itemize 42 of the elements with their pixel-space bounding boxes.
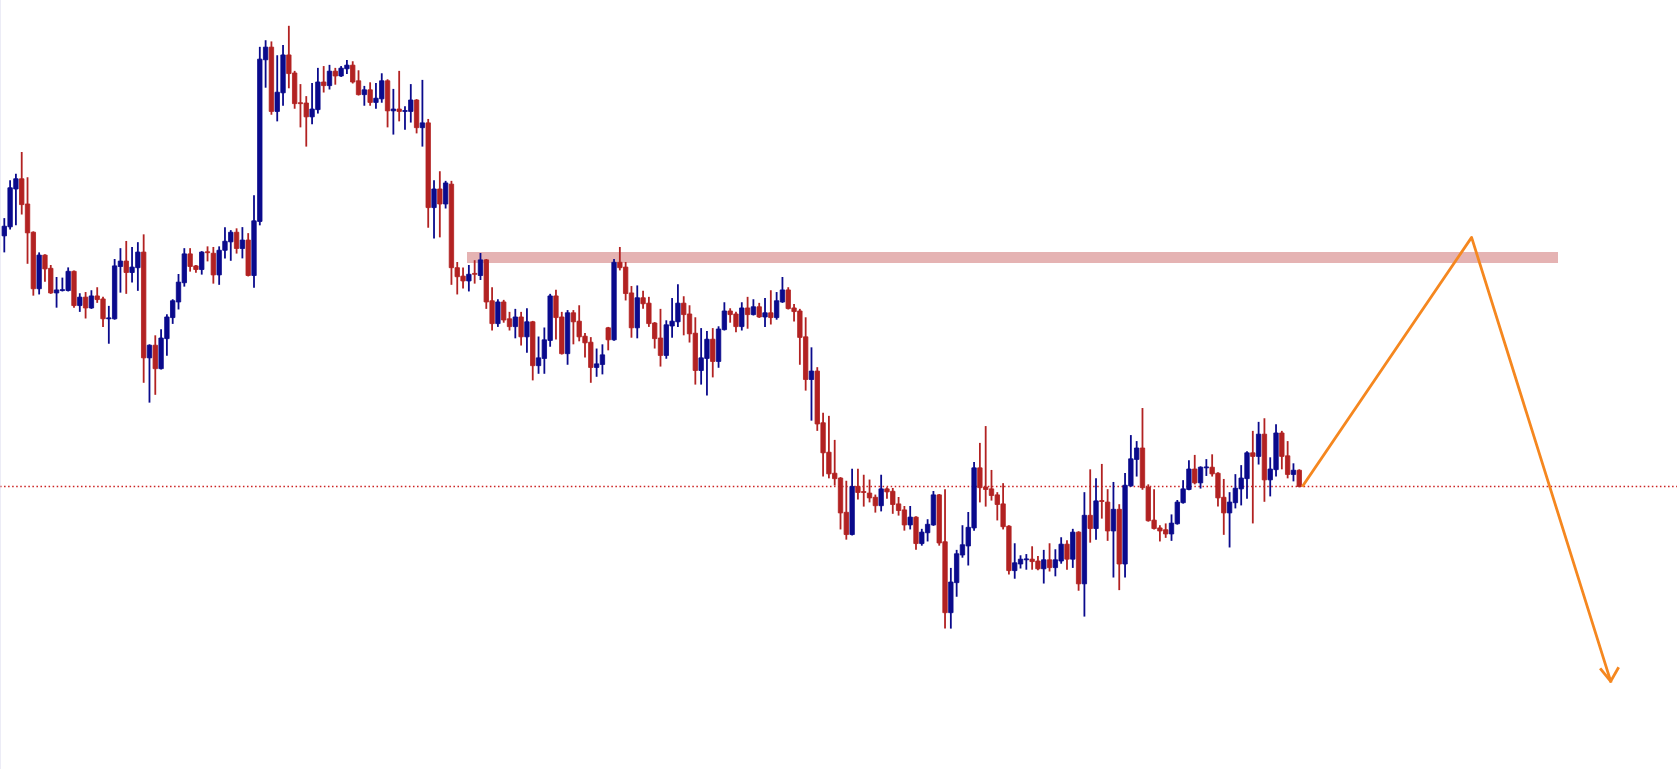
candlestick [437, 171, 443, 238]
candlestick [605, 326, 611, 351]
candlestick [1255, 421, 1262, 465]
candlestick [1046, 543, 1053, 572]
candlestick [390, 88, 396, 135]
candlestick [210, 246, 216, 284]
candlestick [744, 296, 751, 329]
candlestick [361, 85, 367, 106]
candlestick [762, 298, 768, 327]
candlestick [152, 335, 158, 395]
candlestick [512, 308, 518, 339]
candlestick [443, 180, 449, 209]
candlestick [419, 79, 426, 147]
candlestick [710, 328, 716, 378]
candlestick [1064, 540, 1070, 570]
candlestick [495, 299, 501, 327]
candlestick [477, 252, 484, 281]
candlestick [472, 260, 478, 284]
candlestick [466, 264, 472, 292]
candlestick [326, 64, 333, 90]
candlestick [367, 82, 373, 106]
candlestick [123, 240, 129, 294]
candlestick [239, 227, 246, 259]
candlestick [1192, 454, 1198, 485]
candlestick [808, 347, 815, 421]
candlestick [1087, 469, 1093, 543]
candlestick [1110, 481, 1117, 578]
candlestick [321, 66, 327, 93]
candlestick [233, 228, 240, 254]
candlestick [82, 292, 89, 319]
candlestick [518, 311, 524, 346]
candlestick [878, 474, 884, 512]
candlestick [1041, 549, 1047, 584]
candlestick [907, 505, 913, 530]
candlestick [1250, 430, 1256, 524]
candlestick [739, 302, 745, 331]
candlestick [431, 180, 437, 239]
candlestick [199, 251, 205, 275]
candlestick [524, 308, 530, 353]
candlestick [146, 344, 153, 403]
candlestick [768, 290, 774, 325]
candlestick [396, 70, 402, 122]
